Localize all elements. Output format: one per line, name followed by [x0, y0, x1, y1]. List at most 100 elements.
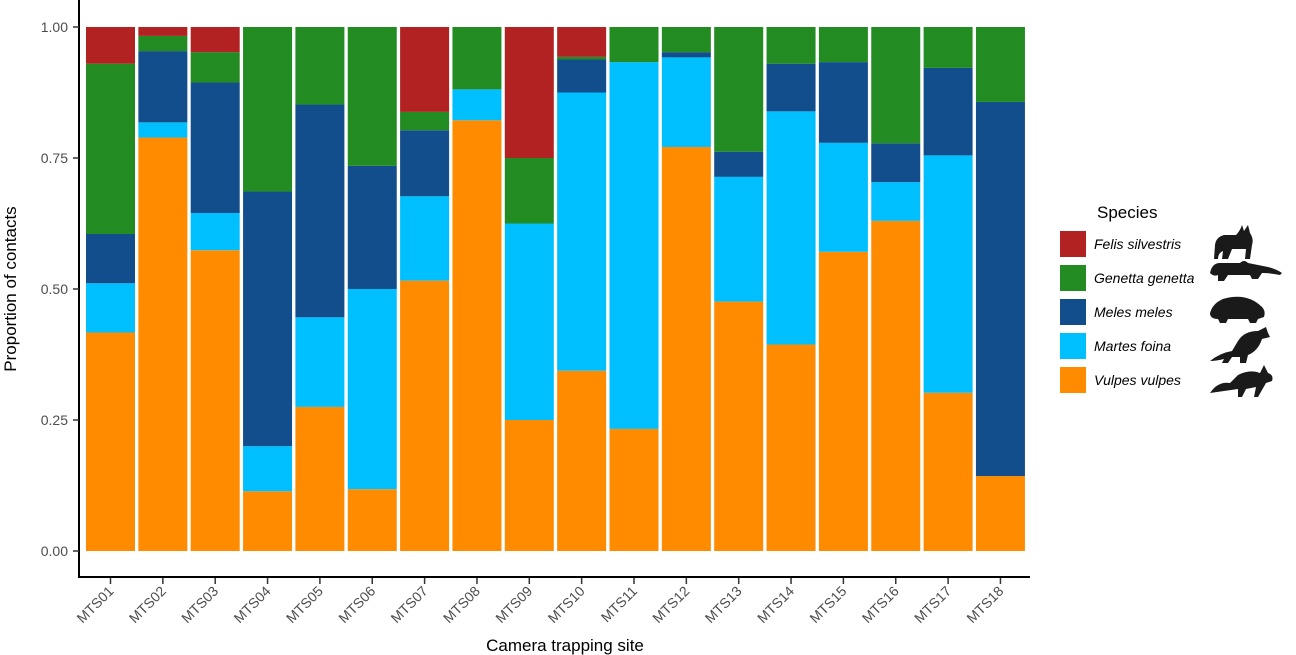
x-tick-label-mts04: MTS04 [230, 583, 273, 626]
bar-segment-mts11-vulpes-vulpes [609, 428, 659, 551]
bar-segment-mts16-martes-foina [871, 182, 921, 221]
bar-segment-mts03-felis-silvestris [190, 27, 240, 53]
y-tick-label: 0.75 [41, 150, 68, 166]
bar-segment-mts18-vulpes-vulpes [975, 476, 1025, 551]
bar-segment-mts15-genetta-genetta [818, 27, 868, 63]
legend-key-martes-foina [1060, 333, 1086, 359]
bar-segment-mts14-meles-meles [766, 63, 816, 112]
x-tick-label-mts01: MTS01 [73, 583, 116, 626]
bar-segment-mts17-genetta-genetta [923, 27, 973, 68]
marten-silhouette-icon [1210, 327, 1270, 363]
bar-segment-mts07-genetta-genetta [400, 111, 450, 131]
bar-segment-mts13-martes-foina [714, 176, 764, 302]
x-ticks-group: MTS01 MTS02 MTS03 MTS04 MTS05 MTS06 MTS07 MTS08… [73, 578, 1007, 626]
bar-segment-mts03-meles-meles [190, 82, 240, 214]
bar-segment-mts16-vulpes-vulpes [871, 220, 921, 551]
bar-segment-mts09-martes-foina [504, 223, 554, 420]
bar-segment-mts01-meles-meles [86, 233, 135, 284]
bar-segment-mts09-vulpes-vulpes [504, 420, 554, 551]
x-axis-title: Camera trapping site [486, 636, 644, 655]
bar-segment-mts06-vulpes-vulpes [347, 489, 397, 551]
x-tick-label-mts10: MTS10 [545, 583, 588, 626]
x-tick-label-mts02: MTS02 [126, 583, 169, 626]
bar-segment-mts18-genetta-genetta [975, 27, 1025, 102]
legend-label-martes-foina: Martes foina [1094, 338, 1171, 354]
bar-segment-mts07-vulpes-vulpes [400, 280, 450, 551]
bar-segment-mts10-felis-silvestris [557, 27, 607, 57]
badger-silhouette-icon [1210, 296, 1265, 323]
fox-silhouette-icon [1210, 365, 1273, 397]
legend-label-genetta-genetta: Genetta genetta [1094, 270, 1195, 286]
bar-segment-mts17-vulpes-vulpes [923, 392, 973, 551]
bar-segment-mts16-meles-meles [871, 143, 921, 183]
bar-segment-mts05-martes-foina [295, 317, 345, 407]
y-tick-label: 0.25 [41, 412, 68, 428]
bar-segment-mts08-vulpes-vulpes [452, 120, 502, 552]
x-tick-label-mts15: MTS15 [806, 583, 849, 626]
legend-key-meles-meles [1060, 299, 1086, 325]
x-tick-label-mts16: MTS16 [859, 583, 902, 626]
bar-segment-mts12-genetta-genetta [661, 27, 711, 53]
bar-segment-mts15-meles-meles [818, 62, 868, 143]
legend-label-meles-meles: Meles meles [1094, 304, 1173, 320]
bar-segment-mts05-meles-meles [295, 104, 345, 318]
bar-segment-mts06-meles-meles [347, 165, 397, 289]
bar-segment-mts07-felis-silvestris [400, 27, 450, 112]
x-tick-label-mts17: MTS17 [911, 583, 954, 626]
y-ticks-group: 0.00 0.25 0.50 0.75 1.00 [41, 19, 79, 559]
bar-segment-mts02-felis-silvestris [138, 27, 188, 36]
bar-segment-mts03-martes-foina [190, 213, 240, 251]
bar-segment-mts03-genetta-genetta [190, 52, 240, 83]
bar-segment-mts10-genetta-genetta [557, 56, 607, 60]
bar-segment-mts17-martes-foina [923, 155, 973, 393]
bar-segment-mts05-vulpes-vulpes [295, 406, 345, 551]
bar-segment-mts02-martes-foina [138, 122, 188, 138]
bar-segment-mts12-meles-meles [661, 52, 711, 58]
bar-segment-mts01-vulpes-vulpes [86, 332, 135, 551]
bar-segment-mts10-martes-foina [557, 92, 607, 371]
x-tick-label-mts18: MTS18 [963, 583, 1006, 626]
bar-segment-mts11-martes-foina [609, 62, 659, 429]
legend-key-genetta-genetta [1060, 265, 1086, 291]
x-tick-label-mts08: MTS08 [440, 583, 483, 626]
x-tick-label-mts09: MTS09 [492, 583, 535, 626]
y-tick-label: 0.50 [41, 281, 68, 297]
y-tick-label: 0.00 [41, 543, 68, 559]
bar-segment-mts02-genetta-genetta [138, 35, 188, 52]
bar-segment-mts09-genetta-genetta [504, 158, 554, 224]
bar-segment-mts04-meles-meles [243, 191, 293, 447]
bar-segment-mts10-meles-meles [557, 59, 607, 93]
bar-segment-mts10-vulpes-vulpes [557, 370, 607, 551]
x-tick-label-mts05: MTS05 [283, 583, 326, 626]
bar-segment-mts12-martes-foina [661, 57, 711, 147]
bar-segment-mts06-martes-foina [347, 289, 397, 490]
bar-segment-mts07-martes-foina [400, 196, 450, 281]
y-tick-label: 1.00 [41, 19, 68, 35]
x-tick-label-mts12: MTS12 [649, 583, 692, 626]
bar-segment-mts14-vulpes-vulpes [766, 344, 816, 551]
bar-segment-mts01-felis-silvestris [86, 27, 135, 64]
bar-segment-mts17-meles-meles [923, 67, 973, 156]
bar-segment-mts02-vulpes-vulpes [138, 137, 188, 551]
bar-segment-mts13-genetta-genetta [714, 27, 764, 152]
bar-segment-mts12-vulpes-vulpes [661, 147, 711, 551]
bar-segment-mts16-genetta-genetta [871, 27, 921, 144]
legend-title: Species [1097, 203, 1157, 222]
bar-segment-mts13-meles-meles [714, 151, 764, 177]
genet-silhouette-icon [1210, 261, 1282, 281]
bar-segment-mts06-genetta-genetta [347, 27, 397, 166]
bar-segment-mts04-genetta-genetta [243, 27, 293, 192]
bar-segment-mts04-vulpes-vulpes [243, 491, 293, 551]
legend-label-felis-silvestris: Felis silvestris [1094, 236, 1181, 252]
bars-group [86, 27, 1025, 552]
legend-key-felis-silvestris [1060, 231, 1086, 257]
bar-segment-mts01-genetta-genetta [86, 63, 135, 234]
bar-segment-mts13-vulpes-vulpes [714, 301, 764, 551]
legend-label-vulpes-vulpes: Vulpes vulpes [1094, 372, 1181, 388]
bar-segment-mts15-martes-foina [818, 142, 868, 252]
x-tick-label-mts11: MTS11 [598, 583, 641, 626]
bar-segment-mts05-genetta-genetta [295, 27, 345, 105]
bar-segment-mts03-vulpes-vulpes [190, 250, 240, 551]
x-tick-label-mts14: MTS14 [754, 583, 797, 626]
